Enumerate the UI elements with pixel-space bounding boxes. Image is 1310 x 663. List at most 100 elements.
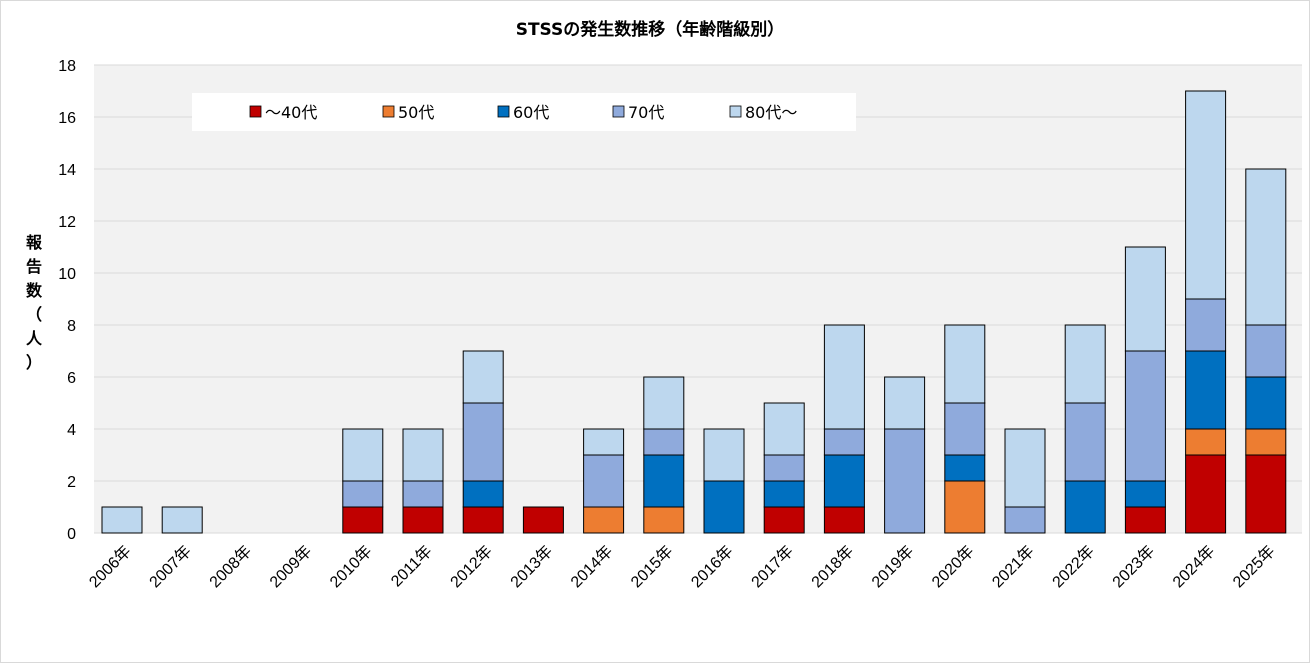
bar-segment bbox=[584, 429, 624, 455]
bar-segment bbox=[885, 377, 925, 429]
bar-segment bbox=[584, 507, 624, 533]
x-tick-label: 2011年 bbox=[387, 542, 435, 590]
x-tick-label: 2014年 bbox=[567, 542, 616, 591]
bar-segment bbox=[1125, 507, 1165, 533]
bar-segment bbox=[1186, 351, 1226, 429]
bar-segment bbox=[463, 507, 503, 533]
legend-label: 50代 bbox=[398, 103, 434, 122]
bar-segment bbox=[1186, 299, 1226, 351]
legend-label: 60代 bbox=[513, 103, 549, 122]
bar-segment bbox=[162, 507, 202, 533]
bar-segment bbox=[644, 429, 684, 455]
legend: ～40代 50代 60代 70代 80代～ bbox=[192, 93, 856, 131]
legend-label: 80代～ bbox=[745, 103, 797, 122]
bar-segment bbox=[644, 507, 684, 533]
bar-segment bbox=[1186, 91, 1226, 299]
bar-segment bbox=[403, 429, 443, 481]
x-tick-label: 2020年 bbox=[928, 542, 977, 591]
y-tick-label: 18 bbox=[58, 58, 76, 75]
legend-swatch bbox=[498, 106, 509, 117]
bar-segment bbox=[824, 507, 864, 533]
bar-segment bbox=[343, 481, 383, 507]
bar-segment bbox=[644, 455, 684, 507]
legend-label: ～40代 bbox=[265, 103, 317, 122]
x-tick-label: 2017年 bbox=[748, 542, 797, 591]
x-tick-label: 2019年 bbox=[868, 542, 917, 591]
bar-segment bbox=[463, 351, 503, 403]
bar-segment bbox=[1246, 429, 1286, 455]
x-tick-label: 2023年 bbox=[1109, 542, 1158, 591]
bar-segment bbox=[824, 325, 864, 429]
bar-segment bbox=[1186, 455, 1226, 533]
y-axis-label-char: 告 bbox=[26, 257, 42, 276]
y-axis-label-char: （ bbox=[26, 305, 42, 324]
bar-segment bbox=[463, 481, 503, 507]
bar-segment bbox=[1246, 169, 1286, 325]
bar-segment bbox=[1246, 377, 1286, 429]
bar-segment bbox=[945, 403, 985, 455]
y-tick-label: 6 bbox=[67, 370, 76, 387]
bar-segment bbox=[102, 507, 142, 533]
x-tick-label: 2024年 bbox=[1169, 542, 1218, 591]
legend-swatch bbox=[383, 106, 394, 117]
y-tick-label: 2 bbox=[67, 474, 76, 491]
y-tick-label: 0 bbox=[67, 526, 76, 543]
y-axis-label-char: 数 bbox=[26, 281, 43, 300]
bar-segment bbox=[403, 507, 443, 533]
y-axis-label-char: 報 bbox=[26, 233, 43, 252]
x-tick-label: 2022年 bbox=[1049, 542, 1098, 591]
y-tick-label: 8 bbox=[67, 318, 76, 335]
bar-segment bbox=[945, 325, 985, 403]
bar-segment bbox=[764, 403, 804, 455]
y-tick-label: 12 bbox=[58, 214, 76, 231]
bar-segment bbox=[704, 481, 744, 533]
bar-segment bbox=[1005, 507, 1045, 533]
bar-segment bbox=[764, 481, 804, 507]
x-tick-label: 2006年 bbox=[86, 542, 135, 591]
bar-segment bbox=[584, 455, 624, 507]
x-tick-label: 2010年 bbox=[326, 542, 375, 591]
plot-area bbox=[94, 65, 1302, 533]
bar-segment bbox=[824, 429, 864, 455]
y-axis-label: 報告数 （ 人 ） bbox=[26, 233, 43, 372]
x-tick-label: 2008年 bbox=[206, 542, 255, 591]
bar-segment bbox=[764, 455, 804, 481]
y-tick-label: 10 bbox=[58, 266, 76, 283]
y-tick-label: 4 bbox=[67, 422, 76, 439]
y-tick-label: 14 bbox=[58, 162, 76, 179]
legend-swatch bbox=[250, 106, 261, 117]
x-tick-label: 2012年 bbox=[447, 542, 496, 591]
y-tick-label: 16 bbox=[58, 110, 76, 127]
bar-segment bbox=[463, 403, 503, 481]
bar-segment bbox=[1125, 247, 1165, 351]
bar-segment bbox=[523, 507, 563, 533]
x-tick-label: 2013年 bbox=[507, 542, 556, 591]
x-tick-label: 2018年 bbox=[808, 542, 857, 591]
bar-segment bbox=[1125, 351, 1165, 481]
bar-segment bbox=[704, 429, 744, 481]
x-tick-label: 2009年 bbox=[266, 542, 315, 591]
x-tick-label: 2021年 bbox=[989, 542, 1038, 591]
bar-segment bbox=[1005, 429, 1045, 507]
x-tick-label: 2015年 bbox=[627, 542, 676, 591]
bar-segment bbox=[343, 429, 383, 481]
bar-segment bbox=[1246, 325, 1286, 377]
bar-segment bbox=[824, 455, 864, 507]
y-axis-ticks: 0 2 4 6 8 10 12 14 16 18 bbox=[58, 58, 76, 543]
bar-segment bbox=[945, 455, 985, 481]
bar-segment bbox=[1125, 481, 1165, 507]
bar-segment bbox=[1186, 429, 1226, 455]
x-tick-label: 2025年 bbox=[1229, 542, 1278, 591]
legend-swatch bbox=[730, 106, 741, 117]
y-axis-label-char: ） bbox=[26, 353, 42, 372]
bar-segment bbox=[764, 507, 804, 533]
x-tick-label: 2007年 bbox=[146, 542, 195, 591]
bar-segment bbox=[1065, 403, 1105, 481]
x-axis-ticks: 2006年 2007年 2008年 2009年 2010年 2011年 2012年 2013年… bbox=[86, 542, 1279, 591]
bar-segment bbox=[403, 481, 443, 507]
bar-segment bbox=[644, 377, 684, 429]
bar-segment bbox=[1065, 325, 1105, 403]
bar-segment bbox=[1065, 481, 1105, 533]
legend-label: 70代 bbox=[628, 103, 664, 122]
